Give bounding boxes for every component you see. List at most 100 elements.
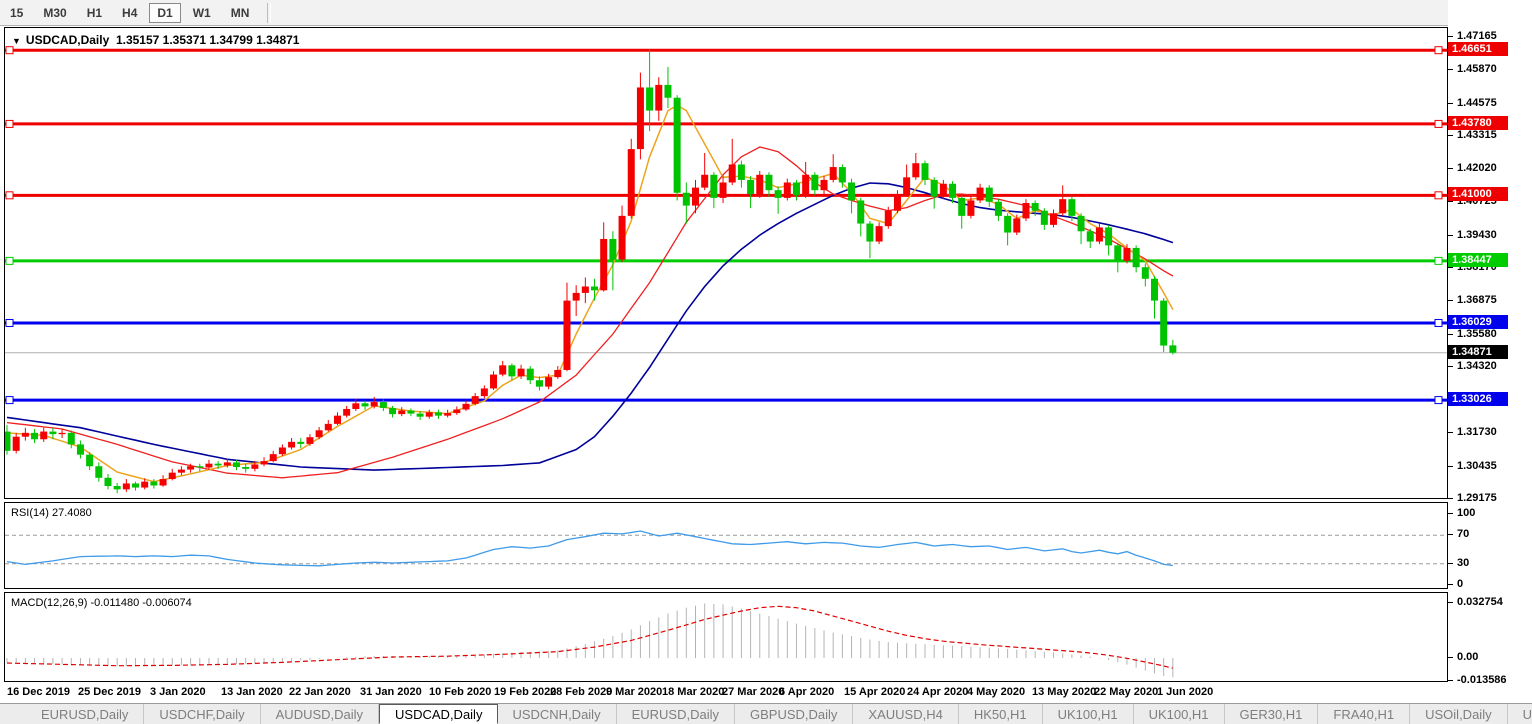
timeframe-button-15[interactable]: 15	[10, 5, 24, 20]
macd-axis-label-tick	[1448, 657, 1453, 658]
level-left-handle[interactable]	[5, 46, 14, 55]
symbol-dropdown-icon[interactable]: ▼	[12, 36, 21, 46]
level-right-handle[interactable]	[1434, 119, 1443, 128]
chart-tab-eurusd-daily[interactable]: EURUSD,Daily	[26, 704, 145, 724]
price-axis-label-tick	[1448, 69, 1453, 71]
rsi-axis-label-tick	[1448, 513, 1453, 514]
candle-body	[1077, 215, 1085, 232]
macd-panel[interactable]: MACD(12,26,9) -0.011480 -0.006074	[4, 592, 1448, 682]
chart-tab-ger30-h1[interactable]: GER30,H1	[1225, 704, 1319, 724]
candle-body	[1004, 215, 1012, 233]
candle-body	[526, 368, 534, 381]
date-axis-label: 9 Mar 2020	[606, 686, 663, 698]
chart-title-symbol: USDCAD,Daily	[25, 33, 110, 47]
candle-body	[297, 441, 305, 444]
chart-tab-usdcnh-daily[interactable]: USDCNH,Daily	[497, 704, 617, 724]
candle-body	[1050, 213, 1058, 225]
candle-body	[499, 365, 507, 375]
candle-body	[930, 179, 938, 197]
candle-body	[1013, 218, 1021, 233]
candle-body	[416, 413, 424, 417]
candle-body	[994, 201, 1002, 216]
candle-body	[838, 167, 846, 183]
level-right-handle[interactable]	[1434, 46, 1443, 55]
chart-tab-bar: EURUSD,Daily USDCHF,Daily AUDUSD,Daily USDC…	[0, 703, 1532, 724]
price-chart-canvas[interactable]	[5, 28, 1447, 498]
candle-body	[150, 481, 158, 486]
candle-body	[76, 444, 84, 455]
candle-body	[168, 472, 176, 480]
price-axis-label-tick	[1448, 365, 1453, 367]
timeframe-button-H4[interactable]: H4	[122, 5, 138, 20]
timeframe-button-D1[interactable]: D1	[149, 2, 181, 23]
chart-tab-usdcad-daily[interactable]: USDCAD,Daily	[379, 704, 499, 724]
price-axis-label-tick	[1448, 300, 1453, 302]
level-left-handle[interactable]	[5, 318, 14, 327]
level-left-handle[interactable]	[5, 396, 14, 405]
candle-body	[242, 467, 250, 469]
chart-tab-gbpusd-daily[interactable]: GBPUSD,Daily	[735, 704, 854, 724]
chart-tab-uk100-h1[interactable]: UK100,H1	[1043, 704, 1134, 724]
timeframe-button-M30[interactable]: M30	[43, 5, 67, 20]
level-left-handle[interactable]	[5, 191, 14, 200]
price-axis-label-tick	[1448, 102, 1453, 104]
timeframe-button-MN[interactable]: MN	[230, 5, 250, 20]
price-axis-label-tick	[1448, 168, 1453, 170]
candle-body	[444, 413, 452, 416]
price-axis-label: 1.43315	[1457, 128, 1497, 141]
candle-body	[939, 183, 947, 197]
price-axis-label: 1.45870	[1457, 63, 1497, 76]
timeframe-button-W1[interactable]: W1	[192, 5, 211, 20]
level-left-handle[interactable]	[5, 119, 14, 128]
chart-tab-audusd-daily[interactable]: AUDUSD,Daily	[261, 704, 380, 724]
candle-body	[434, 412, 442, 416]
candle-body	[453, 409, 461, 414]
chart-tab-xauusd-h4[interactable]: XAUUSD,H4	[853, 704, 959, 724]
price-axis-label-tick	[1448, 465, 1453, 467]
rsi-axis-label-tick	[1448, 562, 1453, 564]
chart-tab-uk100-h1[interactable]: UK100,H1	[1134, 704, 1225, 724]
candle-body	[233, 462, 240, 468]
timeframe-button-H1[interactable]: H1	[86, 5, 103, 20]
chart-tab-fra40-h1[interactable]: FRA40,H1	[1318, 704, 1411, 724]
level-right-handle[interactable]	[1434, 256, 1443, 265]
chart-tab-usoil-daily[interactable]: USOil,Daily	[1410, 704, 1508, 724]
candle-body	[425, 412, 433, 417]
chart-title: ▼ USDCAD,Daily 1.35157 1.35371 1.34799 1.…	[12, 33, 299, 47]
candle-body	[95, 466, 103, 478]
macd-canvas[interactable]	[5, 593, 1447, 681]
candle-body	[480, 388, 488, 397]
level-right-handle[interactable]	[1434, 191, 1443, 200]
chart-tab-eurusd-daily[interactable]: EURUSD,Daily	[617, 704, 735, 724]
candle-body	[636, 87, 644, 150]
price-chart-panel[interactable]: ▼ USDCAD,Daily 1.35157 1.35371 1.34799 1.…	[4, 27, 1448, 499]
candle-body	[398, 410, 406, 415]
price-axis-label: 1.44575	[1457, 96, 1497, 109]
chart-tab-hk50-h1[interactable]: HK50,H1	[959, 704, 1043, 724]
candle-body	[1132, 247, 1140, 268]
date-axis-label: 25 Dec 2019	[78, 686, 141, 698]
chart-tab-usdjpy-h1[interactable]: USDJPY,H1	[1508, 704, 1532, 724]
candle-body	[967, 200, 975, 216]
candle-body	[829, 167, 837, 180]
rsi-panel[interactable]: RSI(14) 27.4080	[4, 502, 1448, 589]
rsi-axis-label: 30	[1457, 556, 1470, 569]
level-right-handle[interactable]	[1434, 396, 1443, 405]
rsi-axis-label: 0	[1457, 578, 1464, 590]
rsi-canvas[interactable]	[5, 503, 1447, 588]
candle-body	[618, 215, 626, 260]
rsi-axis-label: 100	[1457, 507, 1476, 519]
candle-body	[12, 436, 20, 451]
candle-body	[471, 396, 479, 404]
rsi-axis-label-tick	[1448, 534, 1453, 536]
chart-tab-usdchf-daily[interactable]: USDCHF,Daily	[144, 704, 261, 724]
level-left-handle[interactable]	[5, 256, 14, 265]
toolbar-separator	[267, 2, 272, 23]
level-right-handle[interactable]	[1434, 318, 1443, 327]
candle-body	[958, 197, 966, 216]
candle-body	[1068, 199, 1076, 216]
macd-axis-label: -0.013586	[1457, 673, 1507, 686]
candle-body	[58, 432, 66, 435]
candle-body	[214, 463, 222, 466]
